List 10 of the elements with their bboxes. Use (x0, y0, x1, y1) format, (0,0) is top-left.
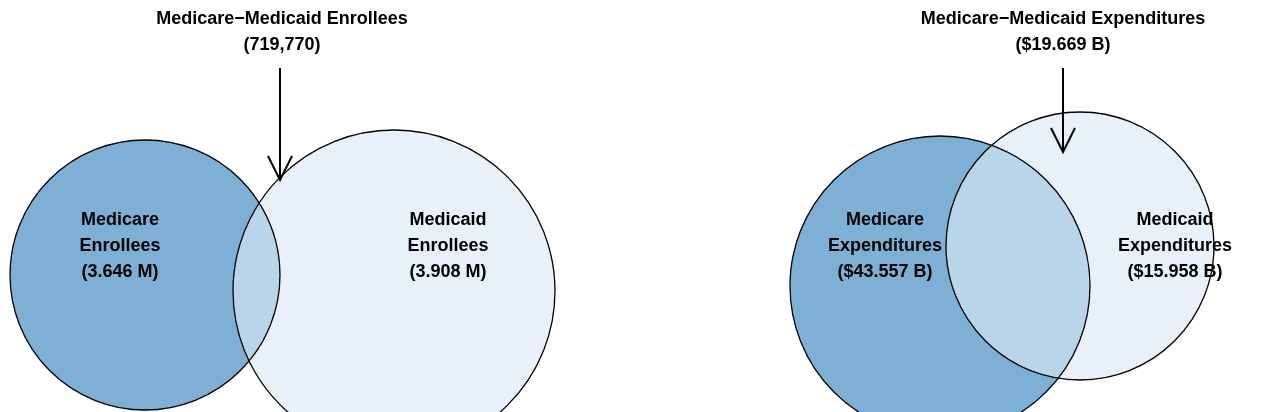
data-label: (3.646 M) (81, 261, 159, 281)
category-label: Medicare Enrollees (79, 209, 161, 255)
category-label: Medicare−Medicaid Enrollees (156, 8, 408, 28)
category-label: Medicaid Enrollees (407, 209, 489, 255)
data-label: (719,770) (243, 34, 321, 54)
data-label: ($43.557 B) (837, 261, 933, 281)
category-label: Medicare−Medicaid Expenditures (920, 8, 1206, 28)
data-label: ($19.669 B) (1015, 34, 1111, 54)
data-label: (3.908 M) (409, 261, 487, 281)
category-label: Medicare Expenditures (827, 209, 943, 255)
